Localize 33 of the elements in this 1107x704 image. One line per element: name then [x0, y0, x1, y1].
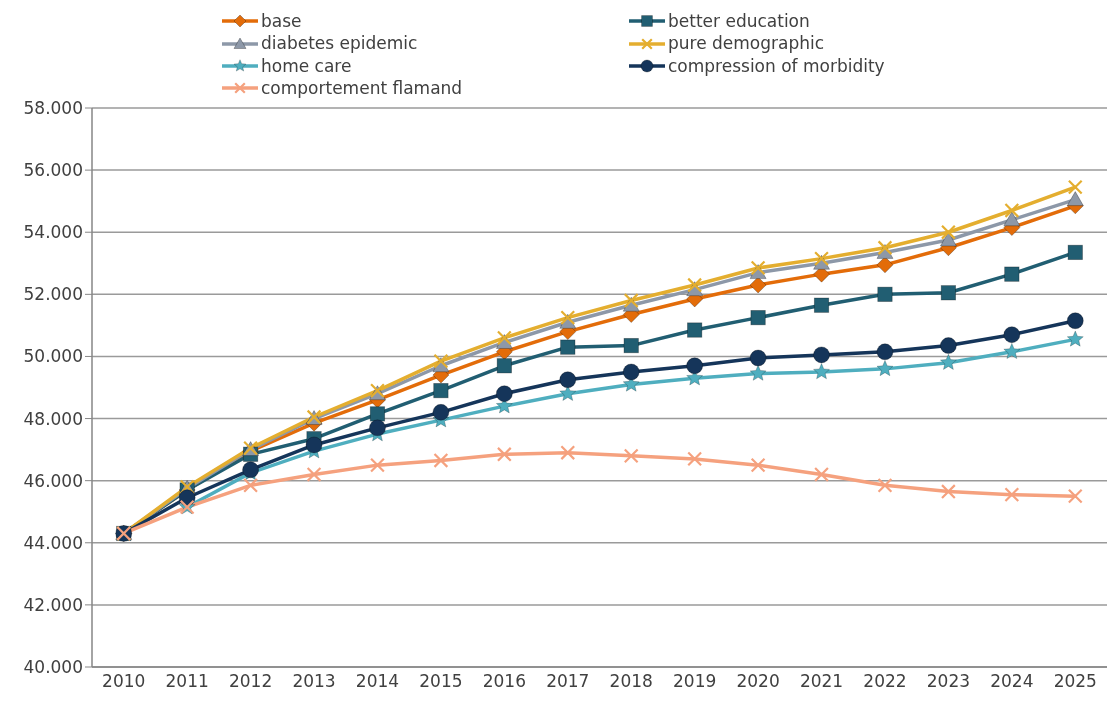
y-tick-label: 44.000 [23, 532, 83, 553]
legend-label: compression of morbidity [668, 54, 885, 78]
legend-label: home care [261, 54, 352, 78]
x-tick-label: 2010 [102, 671, 146, 692]
x-tick-label: 2011 [165, 671, 209, 692]
x-tick-label: 2018 [609, 671, 653, 692]
legend-label: pure demographic [668, 32, 825, 55]
y-tick-label: 52.000 [23, 284, 83, 305]
x-tick-label: 2020 [736, 671, 780, 692]
x-tick-label: 2014 [355, 671, 400, 692]
x-tick-label: 2016 [482, 671, 526, 692]
x-tick-label: 2012 [228, 671, 273, 692]
x-tick-label: 2023 [926, 671, 971, 692]
legend-label: better education [668, 10, 810, 33]
x-tick-label: 2017 [546, 671, 590, 692]
y-tick-label: 48.000 [23, 408, 83, 429]
x-tick-label: 2025 [1053, 671, 1097, 692]
x-tick-label: 2019 [673, 671, 717, 692]
x-tick-label: 2022 [863, 671, 907, 692]
y-tick-label: 42.000 [23, 594, 83, 615]
legend-label: base [261, 10, 302, 33]
x-tick-label: 2024 [990, 671, 1034, 692]
x-tick-label: 2015 [419, 671, 463, 692]
x-tick-label: 2021 [799, 671, 844, 692]
y-tick-label: 54.000 [23, 222, 83, 243]
y-tick-label: 50.000 [23, 346, 83, 367]
y-tick-label: 58.000 [23, 98, 83, 119]
x-tick-label: 2013 [292, 671, 336, 692]
legend-label: diabetes epidemic [261, 32, 418, 55]
y-tick-label: 40.000 [23, 657, 83, 678]
legend-label: comportement flamand [261, 77, 463, 100]
y-tick-label: 56.000 [23, 160, 83, 181]
y-tick-label: 46.000 [23, 470, 83, 491]
